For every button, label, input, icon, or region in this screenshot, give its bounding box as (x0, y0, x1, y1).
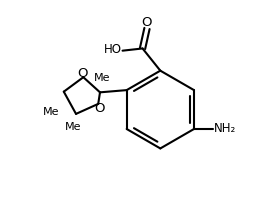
Text: Me: Me (43, 107, 59, 117)
Text: Me: Me (64, 122, 81, 132)
Text: O: O (94, 102, 105, 115)
Text: O: O (78, 67, 88, 80)
Text: NH₂: NH₂ (214, 123, 236, 135)
Text: HO: HO (104, 43, 121, 56)
Text: Me: Me (94, 73, 110, 83)
Text: O: O (142, 16, 152, 29)
